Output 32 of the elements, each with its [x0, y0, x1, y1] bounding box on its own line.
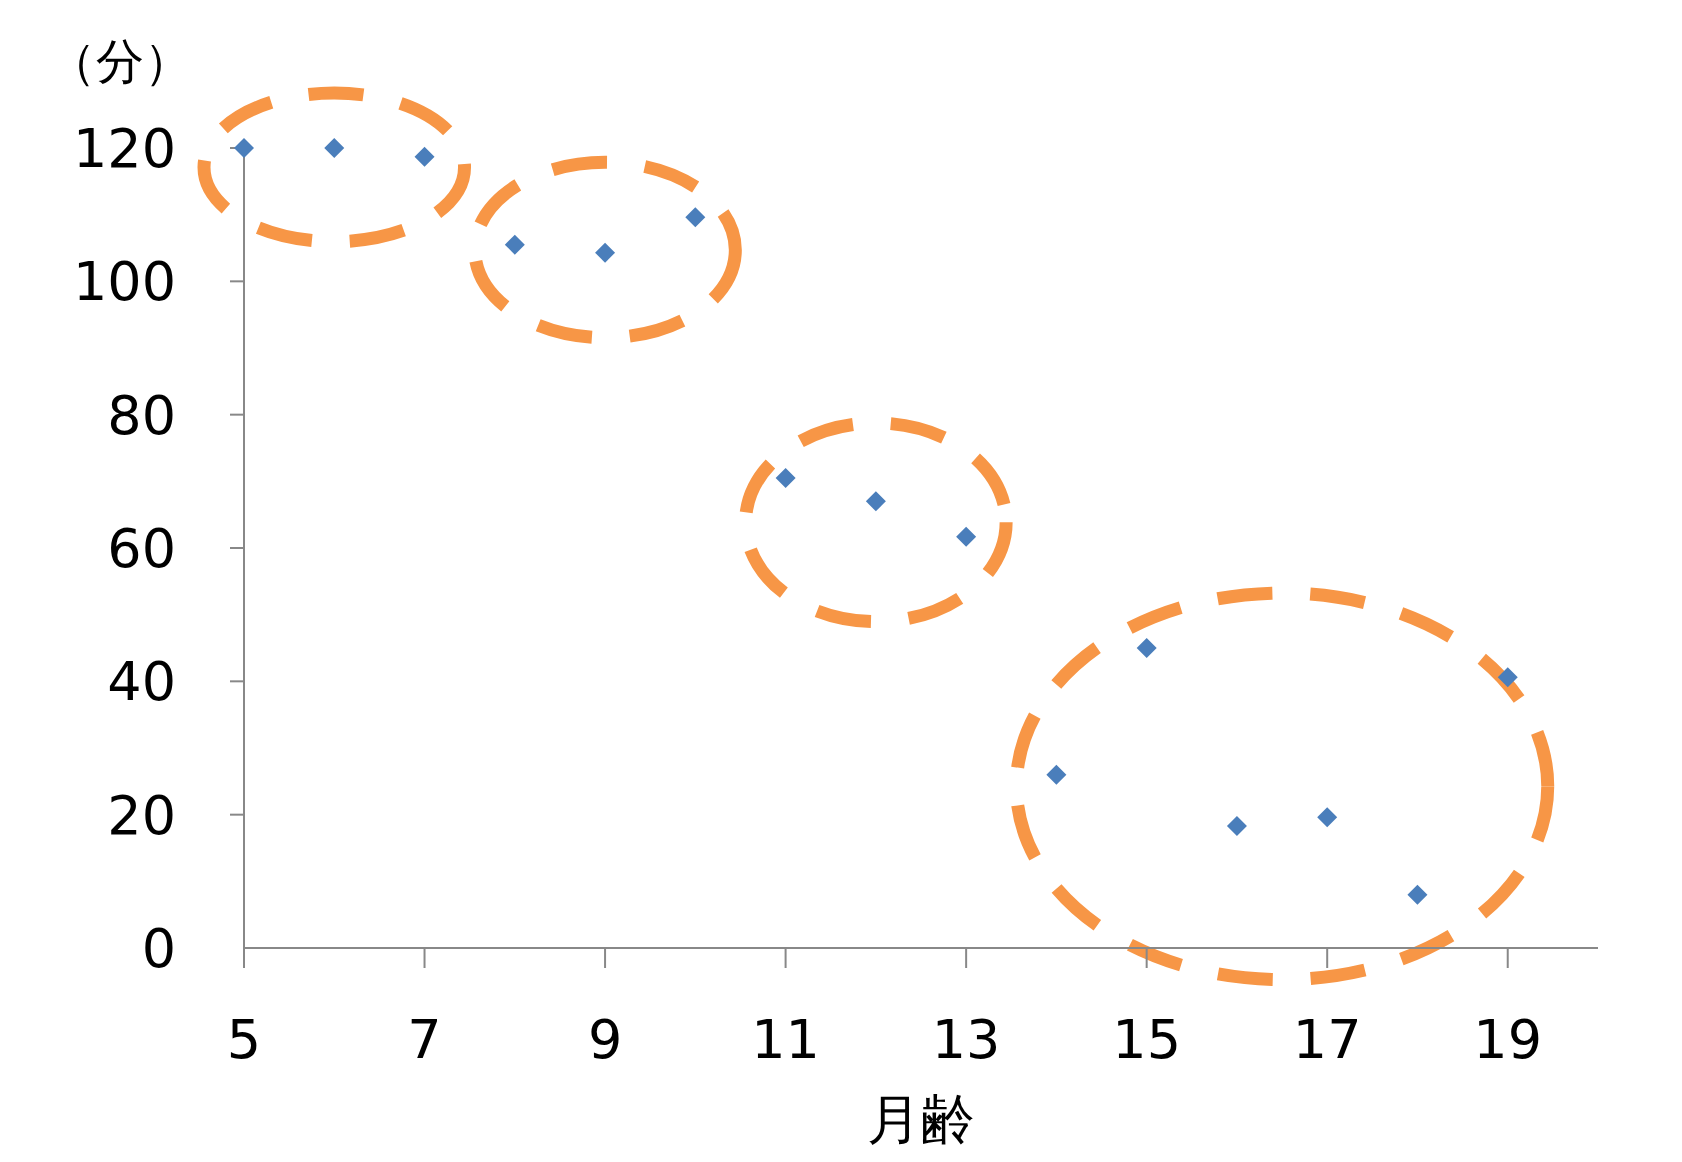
y-axis-title: （分） [48, 33, 192, 89]
y-tick-label: 60 [107, 516, 176, 580]
point [865, 491, 886, 512]
point [1497, 667, 1518, 688]
point [956, 526, 977, 547]
x-tick-label: 5 [226, 1008, 262, 1071]
point [414, 146, 435, 167]
point [1407, 884, 1428, 905]
x-axis-title: 月齢 [867, 1088, 975, 1151]
point [324, 138, 345, 158]
point [1226, 816, 1247, 836]
point [1136, 638, 1157, 658]
x-tick-label: 17 [1292, 1008, 1362, 1071]
y-tick-label: 40 [107, 650, 176, 714]
point [1046, 764, 1067, 785]
point [1317, 807, 1338, 828]
x-tick-label: 15 [1112, 1008, 1182, 1071]
point [504, 234, 525, 255]
point [234, 138, 254, 158]
y-tick-label: 20 [107, 783, 176, 847]
x-tick-label: 7 [407, 1008, 442, 1071]
x-tick-label: 11 [751, 1008, 820, 1071]
x-tick-label: 19 [1473, 1008, 1543, 1071]
y-tick-label: 0 [141, 916, 176, 980]
point [595, 242, 616, 263]
x-tick-label: 9 [587, 1008, 623, 1071]
x-tick-label: 13 [931, 1008, 1001, 1071]
y-tick-label: 120 [72, 116, 176, 180]
y-tick-label: 80 [107, 383, 176, 447]
point [775, 468, 796, 488]
y-tick-label: 100 [72, 250, 176, 314]
point [685, 207, 706, 228]
